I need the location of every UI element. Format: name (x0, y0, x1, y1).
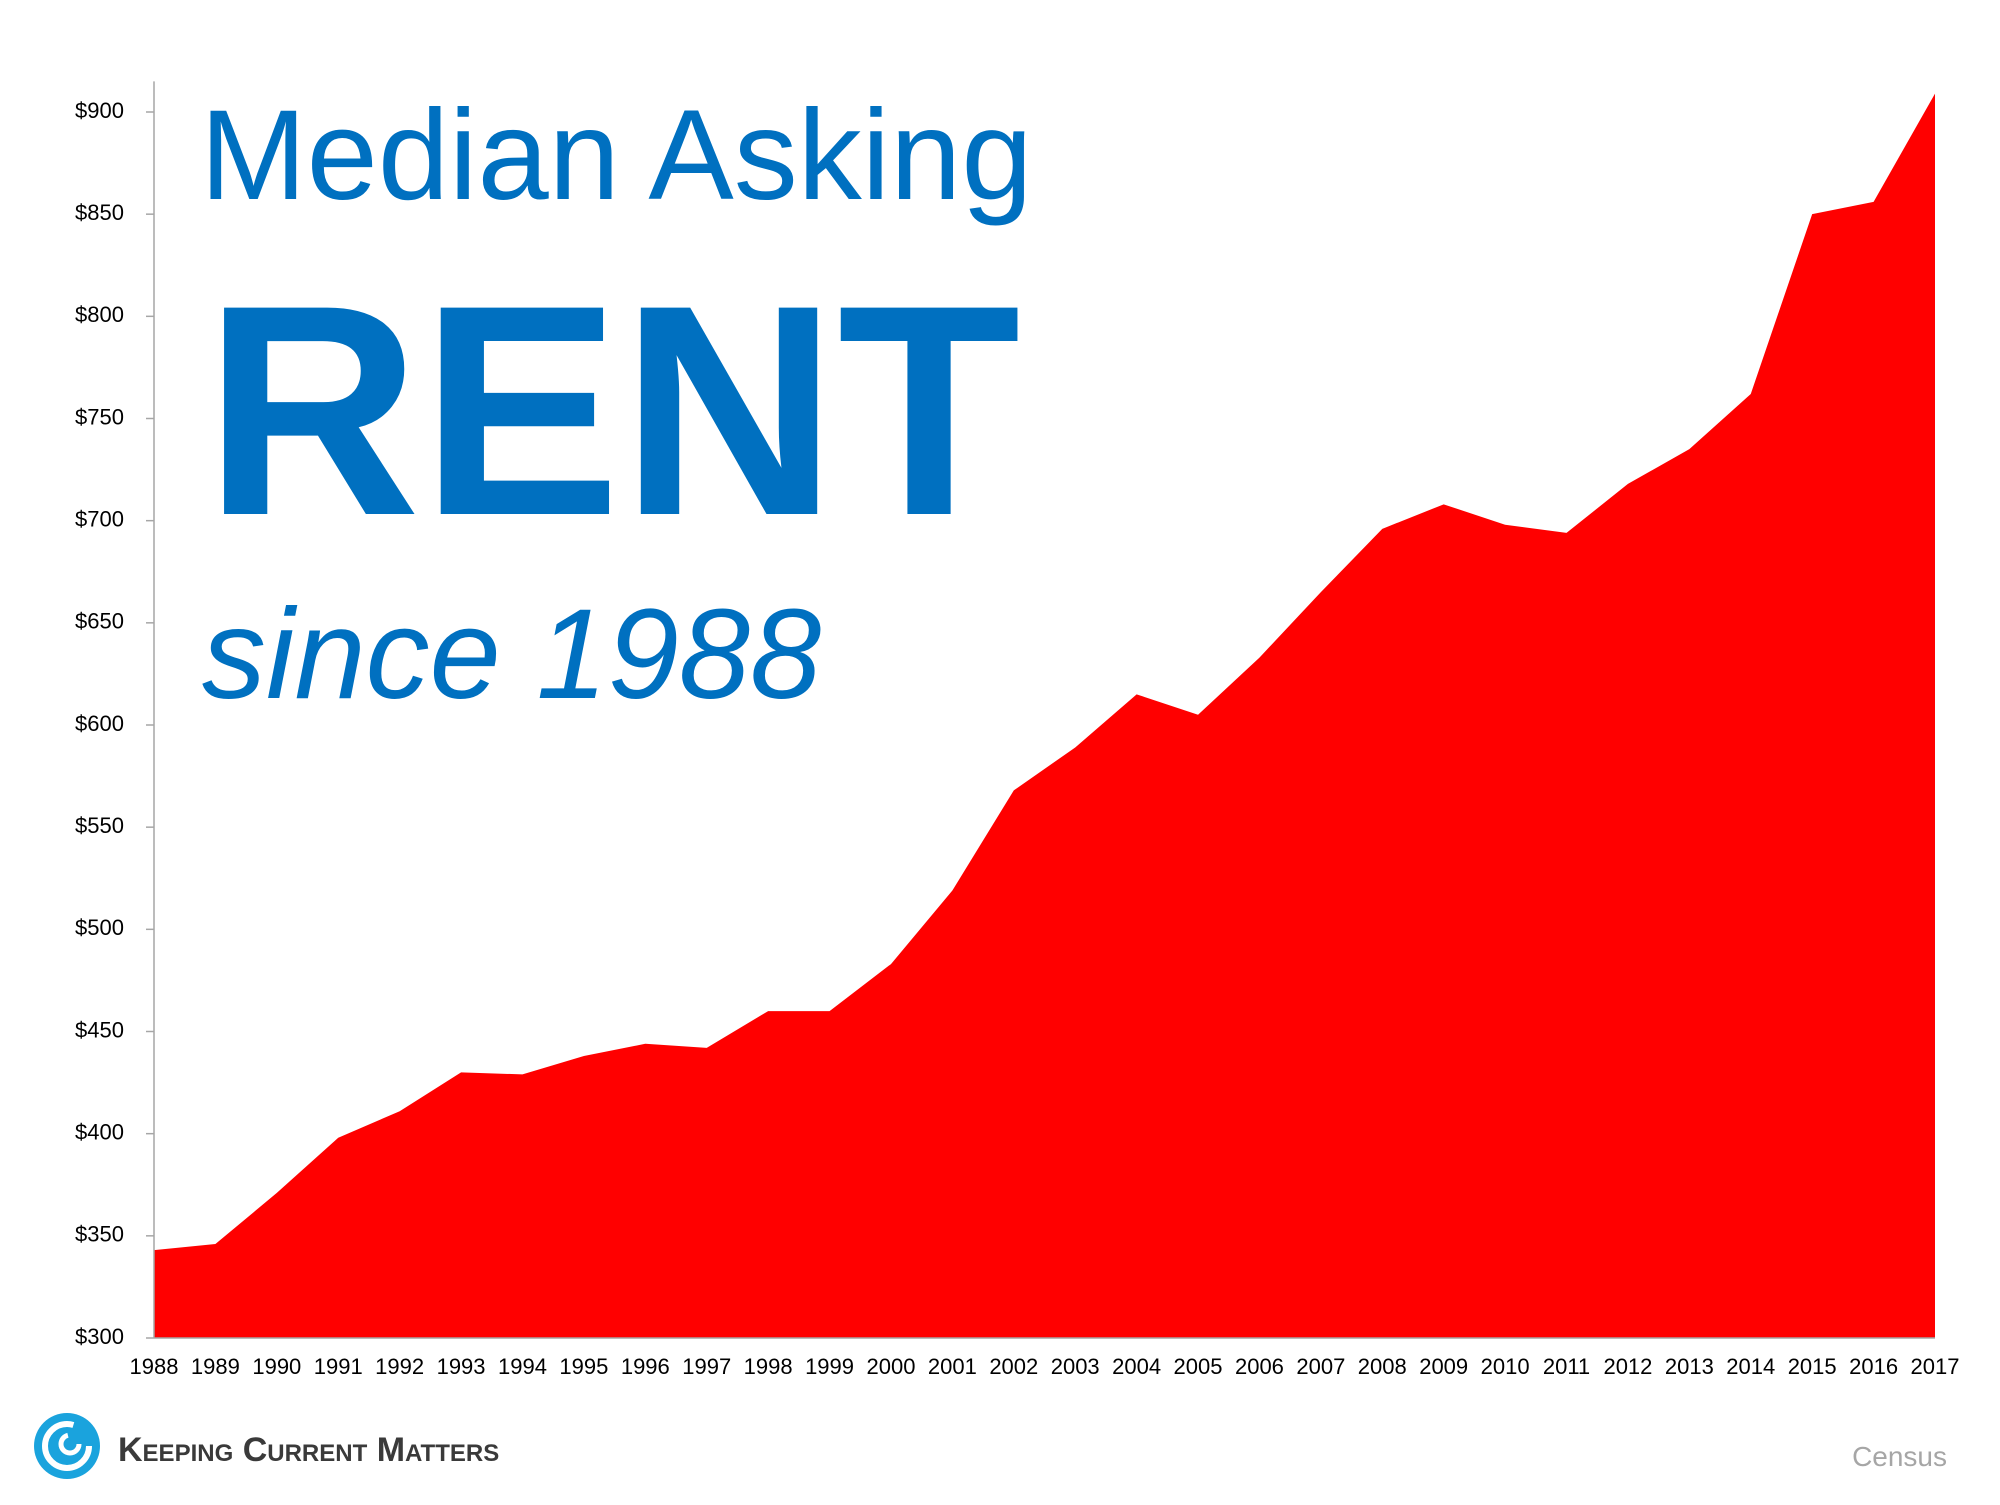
x-tick-label: 1988 (130, 1354, 179, 1379)
y-tick-label: $300 (75, 1324, 124, 1349)
plot-area: $300 $350 $400 $450 $500 $550 $600 $650 $700 $750… (75, 81, 1960, 1379)
x-tick-label: 1994 (498, 1354, 547, 1379)
x-tick-label: 1995 (559, 1354, 608, 1379)
x-tick-label: 1989 (191, 1354, 240, 1379)
x-tick-label: 2008 (1358, 1354, 1407, 1379)
y-tick-label: $550 (75, 813, 124, 838)
x-tick-label: 1991 (314, 1354, 363, 1379)
source: Census (1852, 1441, 1947, 1472)
y-tick-label: $800 (75, 302, 124, 327)
y-tick-label: $600 (75, 711, 124, 736)
chart-subtitle: since 1988 (202, 583, 821, 726)
x-tick-label: 2002 (989, 1354, 1038, 1379)
x-tick-label: 2009 (1419, 1354, 1468, 1379)
y-tick-label: $850 (75, 200, 124, 225)
x-tick-label: 1990 (252, 1354, 301, 1379)
y-tick-label: $500 (75, 915, 124, 940)
x-tick-label: 2007 (1296, 1354, 1345, 1379)
x-tick-label: 2010 (1481, 1354, 1530, 1379)
x-tick-label: 2004 (1112, 1354, 1161, 1379)
x-tick-label: 2005 (1174, 1354, 1223, 1379)
area (154, 93, 1935, 1339)
x-tick-label: 2000 (866, 1354, 915, 1379)
logo-swirl (42, 1421, 92, 1471)
x-tick-label: 2016 (1849, 1354, 1898, 1379)
x-tick-label: 1992 (375, 1354, 424, 1379)
y-tick-label: $450 (75, 1017, 124, 1042)
brand-logo (34, 1413, 100, 1479)
y-tick-label: $900 (75, 98, 124, 123)
logo-swirl-inner (58, 1432, 82, 1456)
y-tick-label: $350 (75, 1222, 124, 1247)
x-tick-label: 2001 (928, 1354, 977, 1379)
x-tick-label: 2003 (1051, 1354, 1100, 1379)
x-tick-label: 2013 (1665, 1354, 1714, 1379)
y-tick-label: $750 (75, 404, 124, 429)
x-tick-label: 2006 (1235, 1354, 1284, 1379)
chart-title: Median Asking (200, 84, 1033, 227)
x-tick-label: 1993 (437, 1354, 486, 1379)
y-tick-label: $400 (75, 1119, 124, 1144)
brand-name: Keeping Current Matters (118, 1431, 499, 1469)
x-tick-label: 1996 (621, 1354, 670, 1379)
y-tick-label: $650 (75, 609, 124, 634)
x-tick-label: 2011 (1543, 1354, 1590, 1379)
x-tick-label: 1998 (744, 1354, 793, 1379)
x-tick-label: 2014 (1726, 1354, 1775, 1379)
chart-headline: RENT (204, 242, 1021, 578)
x-tick-label: 2015 (1788, 1354, 1837, 1379)
x-tick-label: 2012 (1603, 1354, 1652, 1379)
x-tick-label: 1999 (805, 1354, 854, 1379)
y-tick-label: $700 (75, 506, 124, 531)
x-tick-label: 1997 (682, 1354, 731, 1379)
x-tick-label: 2017 (1911, 1354, 1960, 1379)
